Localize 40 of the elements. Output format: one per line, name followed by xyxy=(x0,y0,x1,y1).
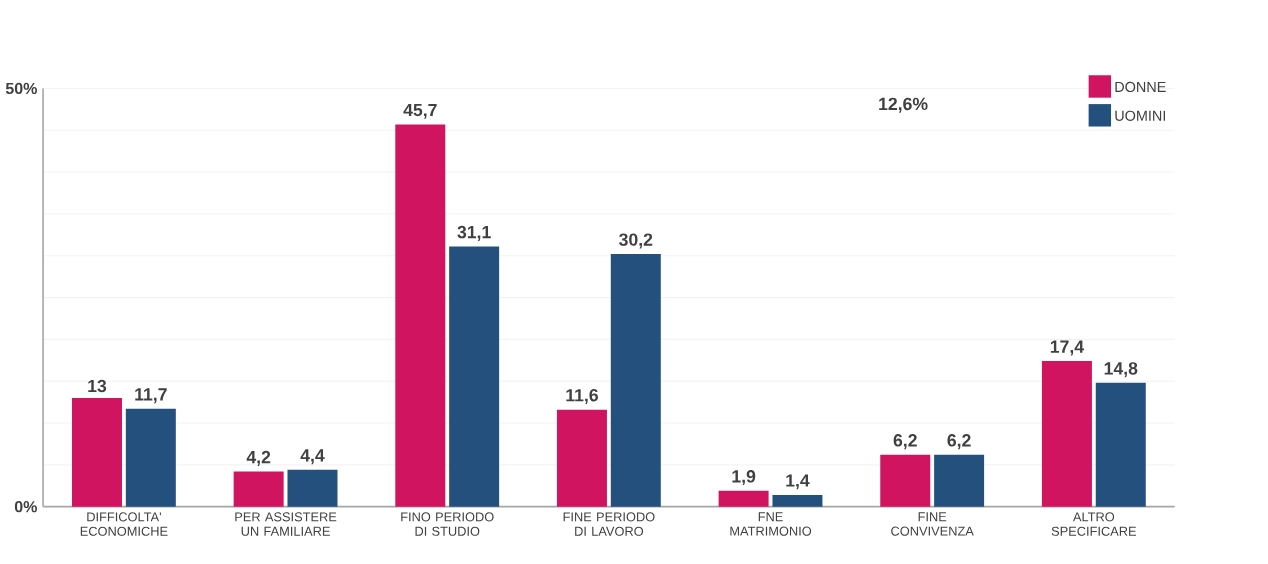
legend-label: DONNE xyxy=(1115,81,1166,92)
x-tick-label: FNE MATRIMONIO xyxy=(730,512,812,536)
x-tick-label: PER ASSISTERE UN FAMILIARE xyxy=(235,512,337,536)
bar xyxy=(449,246,500,507)
bar xyxy=(1095,382,1146,507)
y-tick-label: 50% xyxy=(5,82,37,94)
data-label: 11,7 xyxy=(135,388,167,403)
bar xyxy=(556,409,607,507)
bar xyxy=(125,408,176,507)
bar xyxy=(610,253,661,507)
data-label: 31,1 xyxy=(457,225,491,241)
data-label: 4,4 xyxy=(300,449,325,465)
data-label: 17,4 xyxy=(1050,340,1084,356)
x-tick-label: FINE CONVIVENZA xyxy=(891,512,974,536)
x-tick-label: FINE PERIODO DI LAVORO xyxy=(563,512,655,536)
x-tick-label: ALTRO SPECIFICARE xyxy=(1051,512,1137,536)
bar xyxy=(772,494,823,507)
bar xyxy=(880,454,931,507)
bar xyxy=(71,397,122,507)
data-label: 45,7 xyxy=(403,103,437,119)
annotation: 12,6% xyxy=(879,97,928,113)
y-tick-label: 0% xyxy=(14,500,37,513)
bar xyxy=(395,124,446,507)
legend-label: UOMINI xyxy=(1115,110,1166,121)
bar xyxy=(1041,360,1092,507)
data-label: 11,6 xyxy=(566,388,598,404)
data-label: 14,8 xyxy=(1104,362,1138,378)
bar xyxy=(718,490,769,507)
data-label: 1,9 xyxy=(732,469,756,485)
data-label: 30,2 xyxy=(619,233,653,249)
data-label: 6,2 xyxy=(947,433,971,449)
data-label: 6,2 xyxy=(893,433,917,449)
x-tick-label: DIFFICOLTA' ECONOMICHE xyxy=(80,512,168,536)
data-label: 13 xyxy=(88,379,107,393)
x-tick-label: FINO PERIODO DI STUDIO xyxy=(401,512,494,536)
bar xyxy=(934,454,985,507)
bar xyxy=(233,471,284,507)
data-label: 4,2 xyxy=(246,450,271,466)
data-label: 1,4 xyxy=(786,474,810,490)
bar xyxy=(287,469,338,507)
